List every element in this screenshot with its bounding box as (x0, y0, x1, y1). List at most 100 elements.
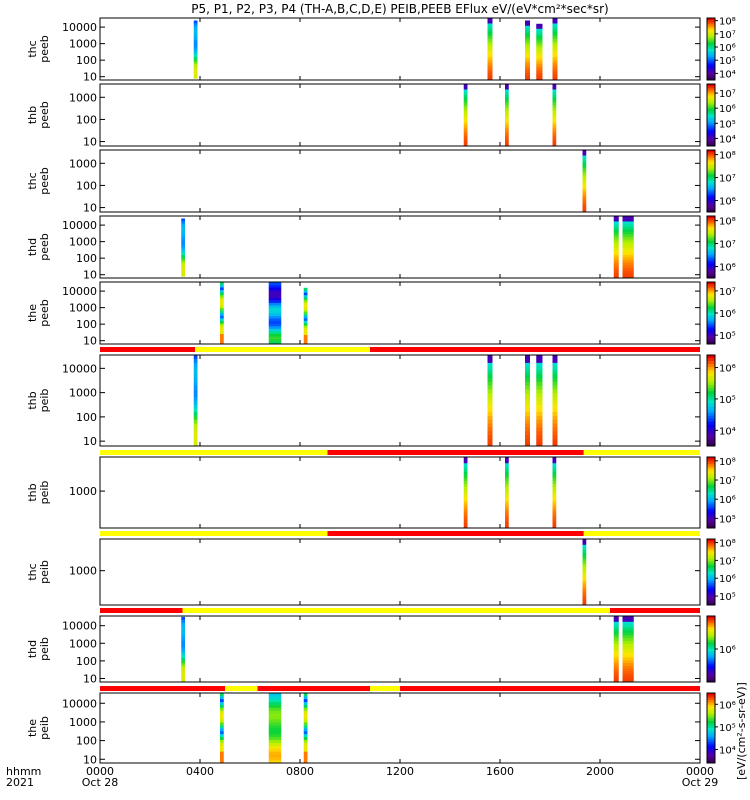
burst-cell (505, 462, 509, 467)
burst-cell (303, 322, 308, 326)
burst-cell (303, 294, 308, 298)
burst-cell (582, 561, 587, 565)
burst-cell (552, 130, 557, 134)
burst-cell (536, 23, 543, 27)
burst-cell (193, 370, 198, 375)
colorbar-cell (707, 382, 715, 386)
burst-1 (613, 616, 619, 683)
colorbar-cell (707, 131, 715, 134)
burst-0 (181, 616, 185, 683)
burst-cell (525, 60, 530, 63)
burst-cell (582, 201, 587, 205)
burst-cell (582, 594, 587, 598)
burst-cell (487, 419, 493, 424)
burst-cell (505, 480, 509, 484)
burst-cell (181, 673, 185, 677)
colorbar-cell (707, 259, 715, 262)
burst-cell (552, 381, 558, 386)
colorbar-cell (707, 430, 715, 435)
burst-cell (582, 152, 587, 156)
burst-cell (622, 236, 634, 240)
burst-cell (536, 358, 543, 363)
colorbar-cell (707, 335, 715, 339)
burst-cell (268, 315, 282, 319)
burst-cell (525, 385, 530, 390)
burst-cell (613, 671, 619, 675)
colorbar-cell (707, 304, 715, 308)
burst-cell (268, 710, 282, 714)
burst-cell (613, 618, 619, 622)
burst-cell (613, 673, 619, 677)
burst-2 (303, 693, 308, 764)
burst-0 (463, 84, 468, 147)
burst-cell (463, 483, 468, 487)
burst-cell (525, 57, 530, 61)
colorbar-cell (707, 321, 715, 324)
burst-cell (505, 519, 509, 523)
burst-cell (268, 282, 282, 285)
burst-cell (613, 239, 619, 243)
burst-cell (552, 477, 557, 481)
colorbar-cell (707, 704, 715, 708)
burst-cell (505, 138, 509, 142)
panel-the-peib: 10 100 1000 10000 the peib 10⁴ 10⁵ 10⁶ (26, 686, 736, 766)
colorbar: 10⁶ (706, 615, 736, 683)
colorbar-tick-label: 10⁷ (719, 287, 736, 298)
burst-cell (622, 638, 634, 642)
colorbar-cell (707, 139, 715, 143)
x-tick-label: 2000 (586, 765, 614, 778)
colorbar-cell (707, 518, 715, 522)
burst-cell (552, 516, 557, 520)
burst-cell (525, 419, 530, 424)
burst-cell (552, 415, 558, 420)
colorbar-cell (707, 294, 715, 297)
burst-cell (487, 389, 493, 394)
colorbar-tick-label: 10⁵ (719, 514, 736, 525)
burst-cell (181, 630, 185, 634)
burst-cell (220, 338, 224, 342)
burst-cell (220, 736, 224, 740)
burst-cell (552, 96, 557, 100)
burst-cell (303, 707, 308, 711)
burst-cell (536, 366, 543, 371)
burst-cell (220, 725, 224, 729)
colorbar-tick-label: 10⁶ (719, 197, 736, 208)
burst-cell (181, 225, 185, 229)
burst-cell (220, 320, 224, 324)
burst-4 (552, 18, 558, 81)
burst-3 (536, 355, 543, 447)
burst-cell (463, 525, 468, 529)
burst-cell (622, 228, 634, 232)
colorbar-cell (707, 269, 715, 273)
burst-cell (268, 307, 282, 311)
burst-cell (487, 396, 493, 401)
colorbar-tick-label: 10⁶ (719, 263, 736, 274)
burst-cell (622, 649, 634, 653)
colorbar-cell (707, 193, 715, 196)
burst-1 (268, 282, 282, 345)
y-axis-label: thb (26, 106, 39, 124)
burst-cell (552, 492, 557, 496)
burst-cell (193, 415, 198, 420)
colorbar-cell (707, 201, 715, 205)
burst-cell (505, 504, 509, 508)
burst-cell (613, 616, 619, 620)
burst-cell (220, 323, 224, 327)
colorbar-tick-label: 10⁶ (719, 645, 736, 656)
burst-cell (487, 30, 493, 34)
y-axis-label: thc (26, 172, 39, 189)
burst-cell (505, 474, 509, 479)
colorbar-cell (707, 209, 715, 213)
burst-cell (193, 430, 198, 435)
burst-cell (536, 400, 543, 405)
colorbar-cell (707, 642, 715, 645)
burst-cell (181, 657, 185, 661)
burst-cell (505, 133, 509, 136)
burst-cell (487, 404, 493, 409)
burst-cell (613, 272, 619, 276)
burst-cell (552, 41, 558, 45)
colorbar-cell (707, 552, 715, 555)
burst-cell (525, 75, 530, 78)
burst-cell (181, 660, 185, 664)
burst-cell (582, 569, 587, 573)
